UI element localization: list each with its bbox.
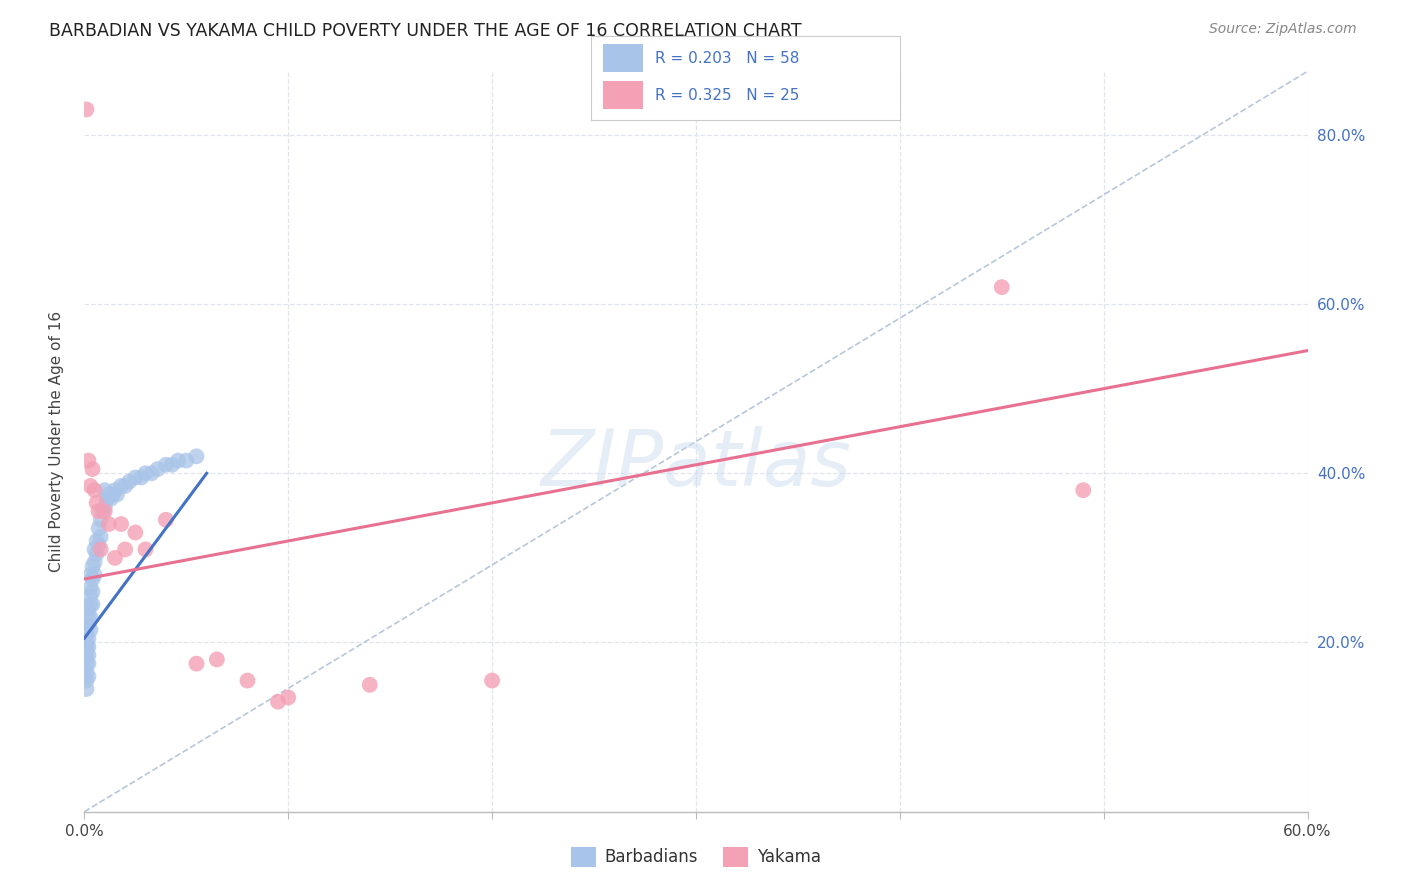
Point [86,547,108,561]
Point [82,584,104,599]
Point [104,483,127,498]
Point [205,652,228,666]
Point [110,479,132,493]
Point [82,598,104,612]
Text: R = 0.203   N = 58: R = 0.203 N = 58 [655,51,800,66]
Point [104,550,127,565]
Point [86,496,108,510]
Point [96,491,118,506]
Point [186,657,208,671]
Point [79,479,101,493]
Point [82,572,104,586]
Point [155,458,177,472]
Point [101,487,124,501]
Point [359,678,381,692]
FancyBboxPatch shape [603,45,643,72]
Point [93,500,115,515]
Point [77,618,100,632]
Point [79,598,101,612]
Point [991,280,1014,294]
Point [97,516,120,531]
Point [105,487,128,501]
Legend: Barbadians, Yakama: Barbadians, Yakama [565,840,827,874]
Point [131,470,153,484]
Text: R = 0.325   N = 25: R = 0.325 N = 25 [655,88,800,103]
Point [79,610,101,624]
Text: Source: ZipAtlas.com: Source: ZipAtlas.com [1209,22,1357,37]
Point [1073,483,1095,498]
Point [174,453,197,467]
Point [77,601,100,615]
Point [97,487,120,501]
Point [77,669,100,683]
Point [79,589,101,603]
Point [77,640,100,654]
Point [124,525,146,540]
Point [87,521,110,535]
Point [100,491,122,506]
Point [124,470,146,484]
Point [86,533,108,548]
Point [135,467,157,481]
Point [75,618,97,632]
Point [114,479,136,493]
FancyBboxPatch shape [603,81,643,110]
Point [77,657,100,671]
Point [236,673,259,688]
Point [87,504,110,518]
Point [75,657,97,671]
Point [75,673,97,688]
Point [75,681,97,696]
Point [75,627,97,641]
Point [160,458,183,472]
Point [75,665,97,679]
Point [146,462,169,476]
Text: BARBADIAN VS YAKAMA CHILD POVERTY UNDER THE AGE OF 16 CORRELATION CHART: BARBADIAN VS YAKAMA CHILD POVERTY UNDER … [49,22,801,40]
Point [79,581,101,595]
Point [114,542,136,557]
Point [90,530,112,544]
Point [141,467,163,481]
Point [118,475,141,489]
Point [79,623,101,637]
Point [481,673,503,688]
Point [77,610,100,624]
Point [90,542,112,557]
Point [167,453,190,467]
Point [82,559,104,574]
Point [267,695,290,709]
Y-axis label: Child Poverty Under the Age of 16: Child Poverty Under the Age of 16 [49,311,63,572]
Point [79,567,101,582]
Point [93,504,115,518]
Point [83,483,105,498]
Point [77,453,100,467]
Point [110,516,132,531]
Point [75,103,97,117]
Point [83,542,105,557]
Point [135,542,157,557]
Point [91,504,114,518]
Point [90,513,112,527]
Point [77,648,100,663]
Point [87,538,110,552]
Point [277,690,299,705]
Point [77,632,100,646]
Point [93,483,115,498]
Point [83,567,105,582]
Point [75,640,97,654]
Point [82,462,104,476]
Point [83,555,105,569]
Point [75,635,97,649]
Point [186,450,208,464]
Text: ZIPatlas: ZIPatlas [540,425,852,502]
Point [75,648,97,663]
Point [155,513,177,527]
